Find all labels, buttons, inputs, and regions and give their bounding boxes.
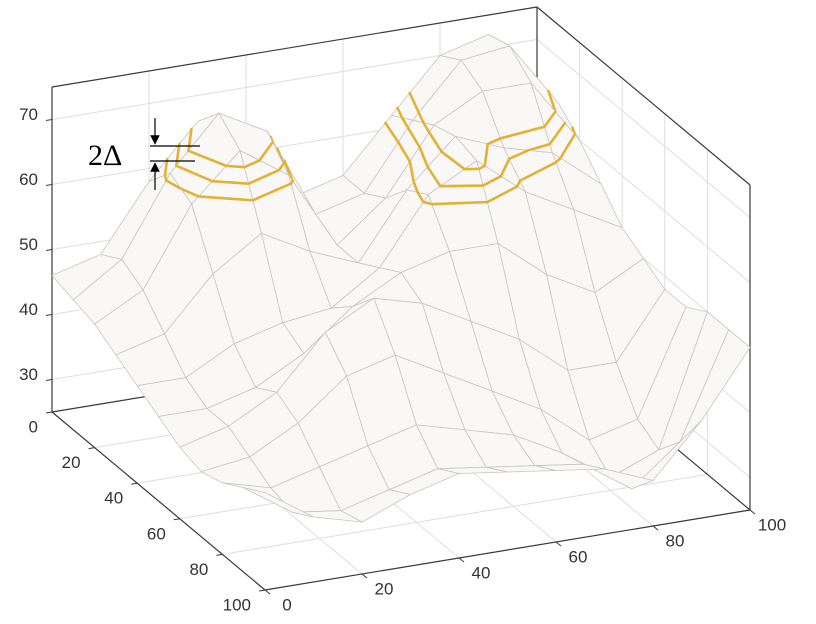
tick-mark	[131, 482, 138, 485]
tick-mark	[45, 184, 53, 186]
contour-line	[400, 116, 410, 129]
y-tick-label: 60	[147, 524, 166, 543]
tick-mark	[45, 119, 53, 121]
tick-mark	[652, 525, 659, 531]
tick-mark	[361, 573, 368, 579]
tick-mark	[45, 411, 53, 414]
y-tick-label: 100	[223, 595, 251, 614]
z-tick-label: 70	[19, 105, 38, 124]
contour-line	[384, 121, 400, 144]
contour-line	[197, 195, 255, 202]
contour-line	[486, 185, 519, 204]
contour-line	[507, 149, 530, 161]
contour-line	[175, 142, 181, 168]
contour-line	[224, 164, 246, 169]
axis-line	[264, 509, 751, 591]
contour-line	[422, 200, 434, 206]
contour-line	[426, 165, 442, 188]
contour-line	[396, 106, 404, 120]
contour-line	[175, 164, 214, 183]
tick-mark	[45, 249, 53, 251]
x-tick-label: 80	[666, 531, 685, 550]
contour-line	[483, 142, 490, 168]
contour-line	[526, 142, 552, 152]
contour-line	[408, 160, 416, 184]
y-tick-label: 20	[62, 453, 81, 472]
delta-annotation: 2Δ	[88, 118, 200, 190]
contour-line	[251, 182, 293, 202]
tick-mark	[173, 518, 180, 521]
contour-line	[499, 125, 546, 140]
tick-mark	[555, 541, 562, 547]
annotation-text: 2Δ	[88, 139, 122, 172]
contour-line	[396, 140, 412, 163]
x-tick-label: 40	[472, 563, 491, 582]
contour-line	[187, 149, 228, 168]
z-tick-label: 60	[19, 170, 38, 189]
tick-mark	[45, 314, 53, 316]
contour-line	[164, 179, 183, 190]
contour-line	[243, 159, 261, 169]
contour-line	[417, 111, 425, 124]
x-tick-label: 0	[282, 595, 291, 614]
y-tick-label: 40	[104, 489, 123, 508]
surface	[51, 34, 751, 523]
z-tick-label: 50	[19, 235, 38, 254]
contour-line	[559, 133, 577, 160]
contour-line	[408, 91, 421, 115]
grid-line	[222, 473, 708, 555]
z-tick-label: 30	[19, 365, 38, 384]
contour-line	[499, 157, 511, 178]
x-tick-label: 20	[375, 579, 394, 598]
tick-mark	[749, 509, 756, 515]
contour-line	[211, 179, 250, 186]
contour-line	[486, 137, 502, 146]
z-tick-label: 40	[19, 300, 38, 319]
contour-line	[258, 140, 274, 162]
contour-line	[163, 157, 169, 177]
tick-mark	[264, 589, 271, 595]
contour-line	[187, 127, 193, 153]
contour-line	[547, 90, 557, 113]
axis-line	[51, 411, 266, 591]
tick-mark	[88, 447, 95, 450]
contour-line	[412, 180, 419, 194]
contour-line	[439, 184, 485, 188]
tick-mark	[258, 589, 266, 592]
axis-line	[51, 6, 538, 88]
contour-line	[440, 150, 466, 171]
contour-line	[427, 131, 443, 153]
tick-mark	[45, 379, 53, 381]
contour-line	[422, 121, 431, 134]
surface-patch	[243, 487, 314, 518]
x-tick-label: 100	[758, 515, 786, 534]
contour-line	[179, 187, 200, 198]
tick-mark	[216, 553, 223, 556]
contour-line	[247, 168, 281, 186]
contour-line	[543, 110, 557, 129]
x-tick-label: 60	[569, 547, 588, 566]
contour-line	[430, 200, 489, 206]
tick-mark	[458, 557, 465, 563]
contour-line	[548, 121, 567, 146]
contour-line	[416, 191, 425, 204]
axis-line	[536, 6, 751, 186]
y-tick-label: 0	[29, 417, 38, 436]
contour-line	[481, 174, 503, 187]
contour-line	[406, 126, 421, 149]
grid-line	[536, 39, 751, 218]
contour-line	[418, 145, 429, 169]
y-tick-label: 80	[189, 560, 208, 579]
contour-line	[283, 159, 294, 183]
contour-line	[518, 161, 558, 183]
